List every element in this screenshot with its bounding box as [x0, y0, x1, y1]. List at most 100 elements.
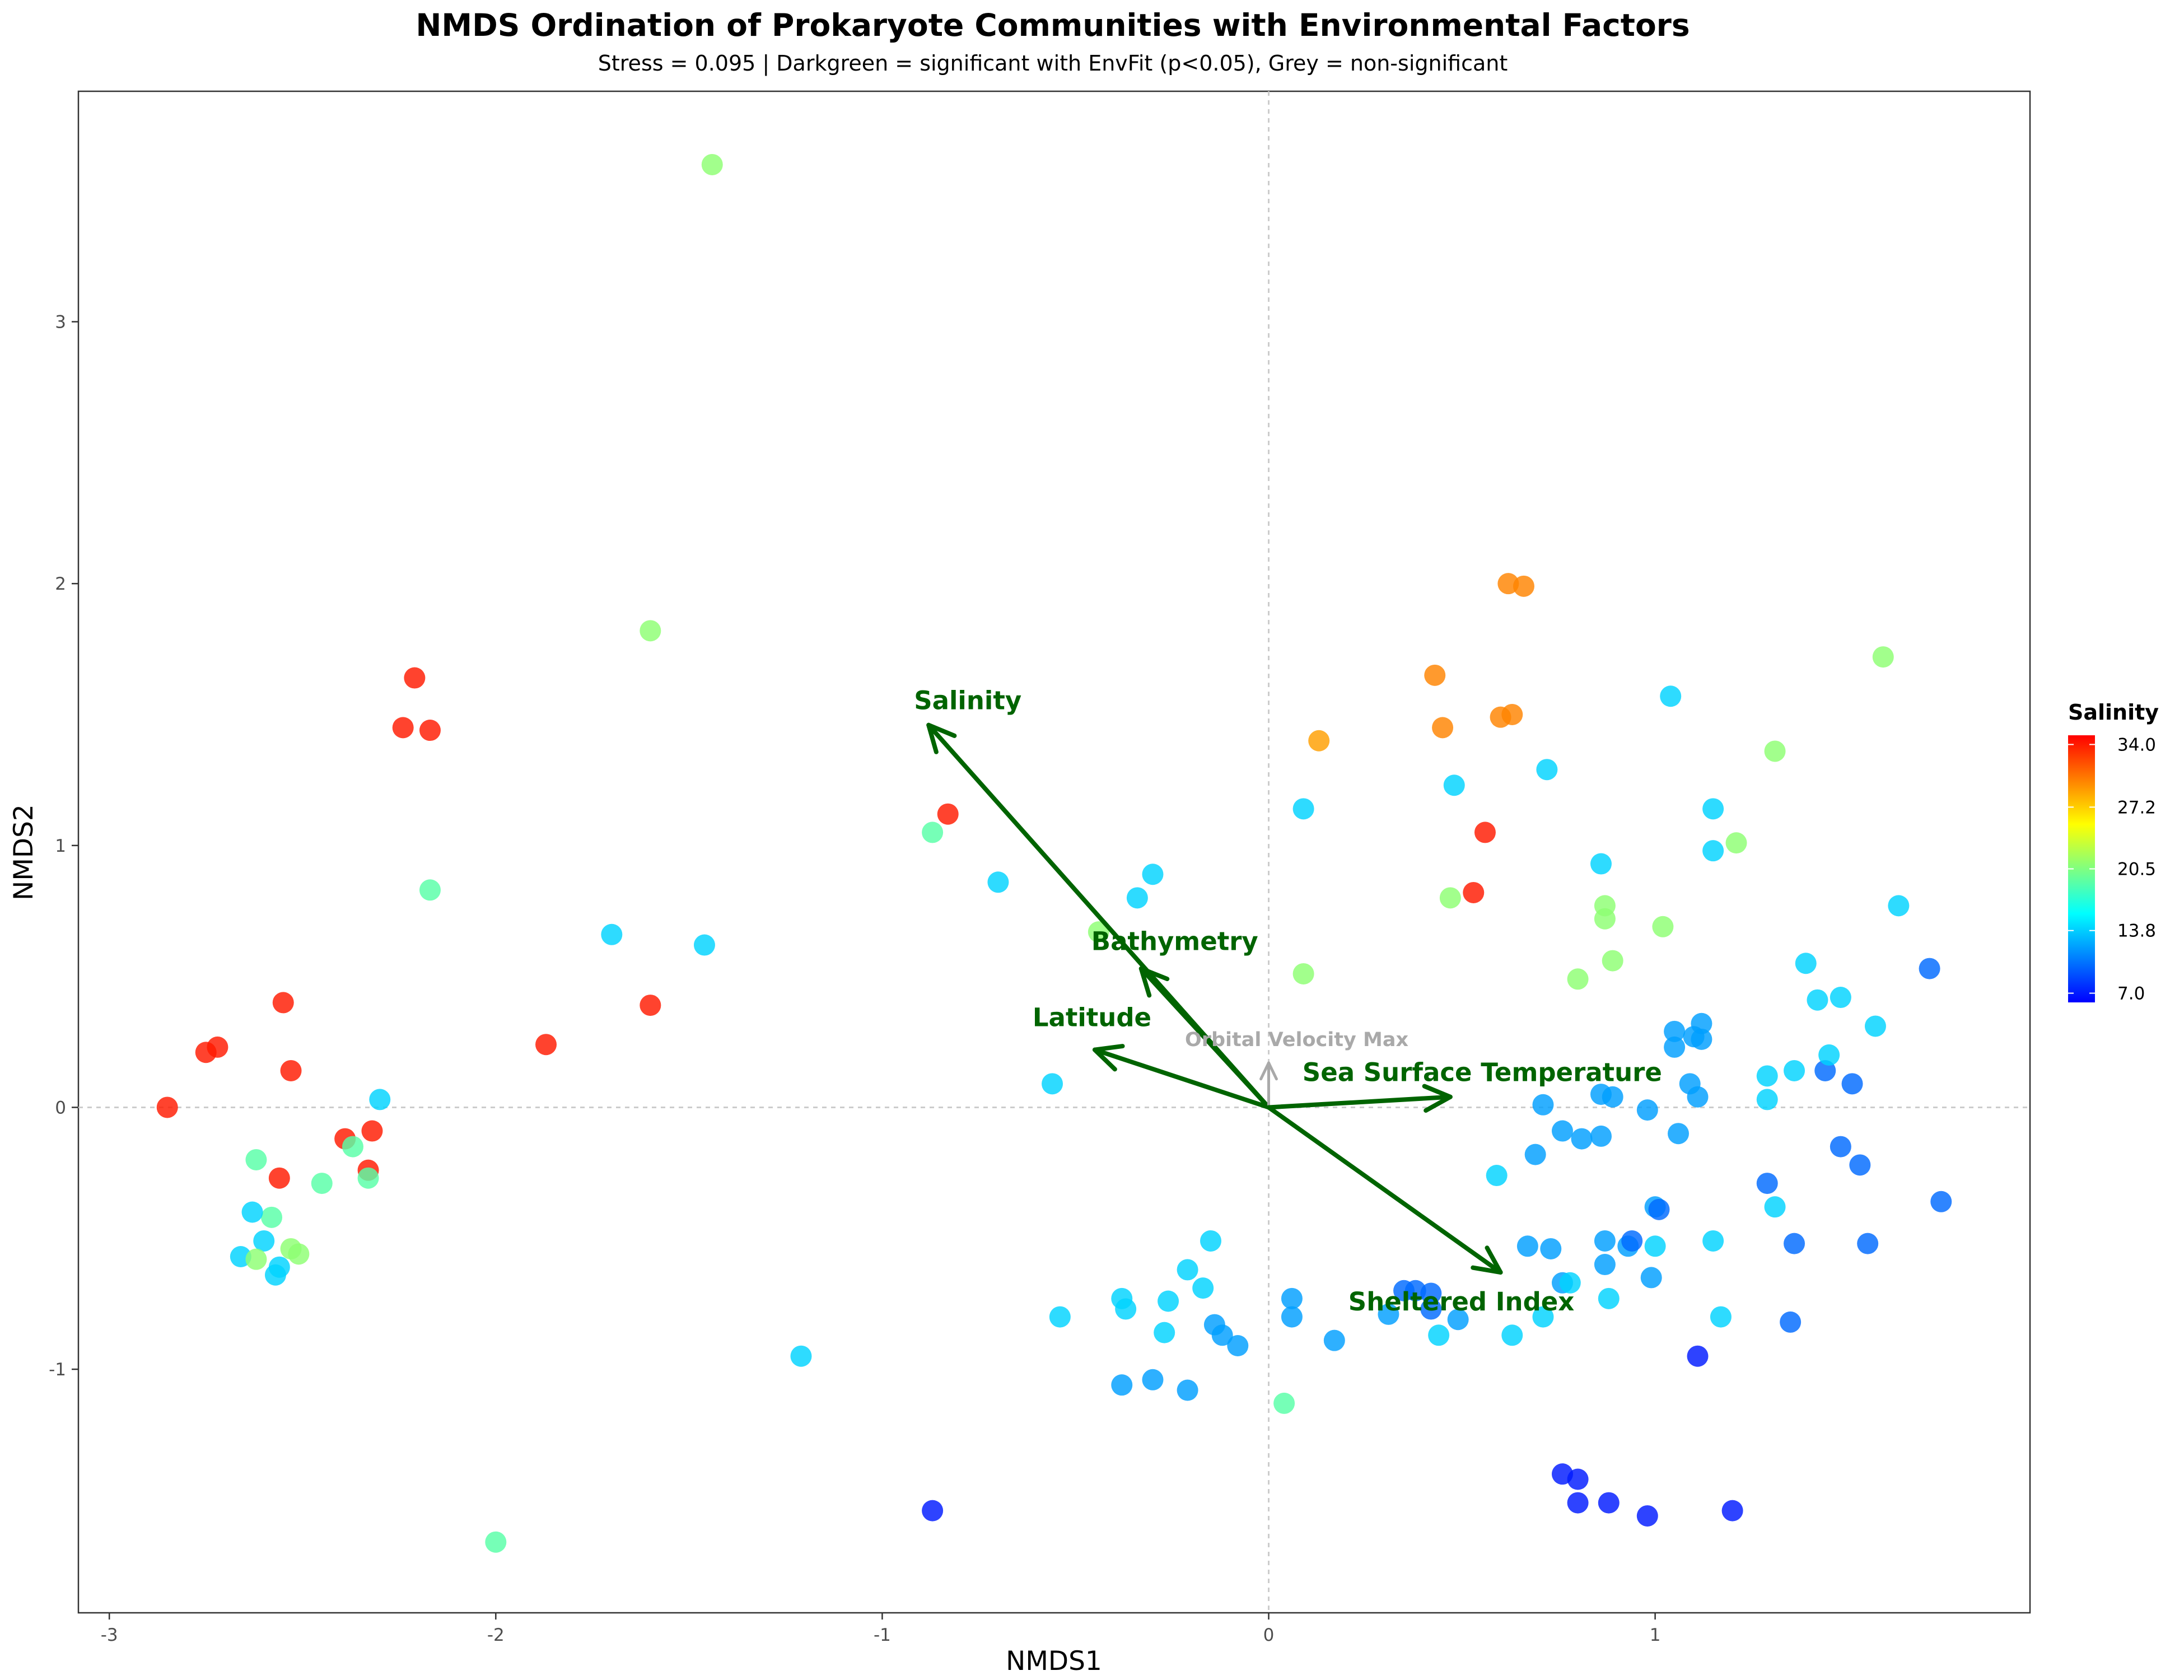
- sample-point: [485, 1531, 507, 1553]
- sample-point: [1516, 1235, 1538, 1257]
- sample-point: [1559, 1272, 1581, 1294]
- sample-point: [404, 667, 426, 689]
- sample-point: [1590, 853, 1612, 875]
- sample-point: [1474, 822, 1496, 843]
- sample-point: [1857, 1233, 1879, 1254]
- colorbar-tick-label: 34.0: [2117, 735, 2156, 755]
- sample-point: [601, 923, 623, 945]
- sample-point: [1648, 1198, 1670, 1220]
- sample-point: [419, 720, 441, 741]
- sample-point: [1636, 1505, 1658, 1527]
- colorbar-tick-label: 27.2: [2117, 797, 2156, 818]
- vector-arrowhead: [1092, 1044, 1125, 1072]
- sample-point: [1424, 664, 1446, 686]
- sample-point: [1273, 1392, 1295, 1414]
- sample-point: [1702, 840, 1724, 862]
- sample-point: [1571, 1128, 1593, 1150]
- y-tick-label: 0: [55, 1098, 66, 1118]
- sample-point: [1756, 1173, 1778, 1194]
- sample-point: [1567, 968, 1589, 990]
- colorbar-tick-label: 13.8: [2117, 921, 2156, 941]
- sample-point: [1818, 1044, 1840, 1066]
- sample-point: [280, 1060, 302, 1081]
- sample-point: [1756, 1065, 1778, 1087]
- x-tick-label: -2: [487, 1625, 505, 1645]
- sample-point: [1200, 1230, 1221, 1252]
- sample-point: [1042, 1073, 1063, 1095]
- sample-point: [701, 153, 723, 175]
- sample-point: [1536, 759, 1558, 781]
- sample-point: [1691, 1028, 1712, 1050]
- sample-point: [640, 620, 661, 642]
- sample-point: [640, 995, 661, 1016]
- sample-point: [1463, 881, 1485, 903]
- sample-point: [1532, 1094, 1554, 1116]
- sample-point: [1864, 1015, 1886, 1037]
- vector-label: Sea Surface Temperature: [1303, 1058, 1662, 1088]
- sample-point: [268, 1167, 290, 1189]
- sample-point: [1721, 1500, 1743, 1522]
- sample-point: [1501, 1324, 1523, 1346]
- sample-point: [1795, 953, 1817, 974]
- sample-point: [1049, 1306, 1071, 1328]
- sample-point: [1281, 1287, 1303, 1309]
- sample-point: [1432, 717, 1454, 739]
- sample-point: [1154, 1322, 1175, 1343]
- sample-point: [1807, 989, 1828, 1011]
- vector-arrowhead: [1471, 1245, 1503, 1275]
- vector-label: Bathymetry: [1091, 927, 1258, 956]
- sample-point: [245, 1149, 267, 1170]
- sample-point: [245, 1248, 267, 1270]
- sample-point: [1443, 774, 1465, 796]
- colorbar-title: Salinity: [2068, 700, 2159, 725]
- sample-point: [1598, 1287, 1620, 1309]
- sample-point: [1111, 1374, 1133, 1396]
- sample-point: [1668, 1123, 1690, 1145]
- sample-point: [1764, 740, 1786, 762]
- sample-point: [1378, 1303, 1399, 1325]
- sample-point: [1420, 1298, 1442, 1320]
- axis-ticks: -3 -2 -1 0 1 -1 0 1 2 3: [49, 312, 1660, 1645]
- sample-point: [1872, 646, 1894, 668]
- sample-point: [1598, 1492, 1620, 1514]
- colorbar-tick-label: 7.0: [2117, 984, 2145, 1004]
- sample-point: [1281, 1306, 1303, 1328]
- sample-point: [1420, 1282, 1442, 1304]
- colorbar-legend: Salinity 34.0 27.2 20.5 13.8 7.0: [2068, 700, 2159, 1004]
- sample-point: [1126, 887, 1148, 909]
- sample-point: [1636, 1099, 1658, 1121]
- x-axis-title: NMDS1: [1006, 1646, 1102, 1677]
- sample-point: [1227, 1335, 1249, 1357]
- sample-point: [311, 1173, 333, 1194]
- sample-point: [1447, 1309, 1469, 1331]
- sample-point: [535, 1034, 557, 1056]
- vector-line: [1138, 966, 1271, 1110]
- sample-point: [1428, 1324, 1450, 1346]
- sample-point: [1702, 1230, 1724, 1252]
- sample-point: [1594, 1254, 1616, 1276]
- sample-point: [1292, 798, 1314, 820]
- sample-point: [1687, 1086, 1709, 1108]
- sample-point: [1691, 1012, 1712, 1034]
- vector-arrowhead: [1259, 1061, 1278, 1081]
- sample-point: [1784, 1060, 1805, 1081]
- sample-point: [1532, 1306, 1554, 1328]
- sample-point: [1594, 1230, 1616, 1252]
- sample-point: [207, 1036, 228, 1058]
- sample-point: [1849, 1154, 1871, 1176]
- sample-point: [1177, 1259, 1198, 1281]
- chart-subtitle: Stress = 0.095 | Darkgreen = significant…: [598, 51, 1508, 76]
- vector-label: Salinity: [914, 686, 1021, 716]
- sample-point: [1784, 1233, 1805, 1254]
- colorbar-ticks: 34.0 27.2 20.5 13.8 7.0: [2068, 735, 2156, 1004]
- sample-point: [1725, 832, 1747, 854]
- sample-point: [357, 1167, 379, 1189]
- sample-point: [1439, 887, 1461, 909]
- chart-title: NMDS Ordination of Prokaryote Communitie…: [416, 7, 1690, 43]
- sample-point: [1177, 1379, 1198, 1401]
- sample-point: [937, 803, 959, 825]
- sample-point: [1323, 1329, 1345, 1351]
- sample-point: [1640, 1267, 1662, 1289]
- sample-point: [790, 1345, 812, 1367]
